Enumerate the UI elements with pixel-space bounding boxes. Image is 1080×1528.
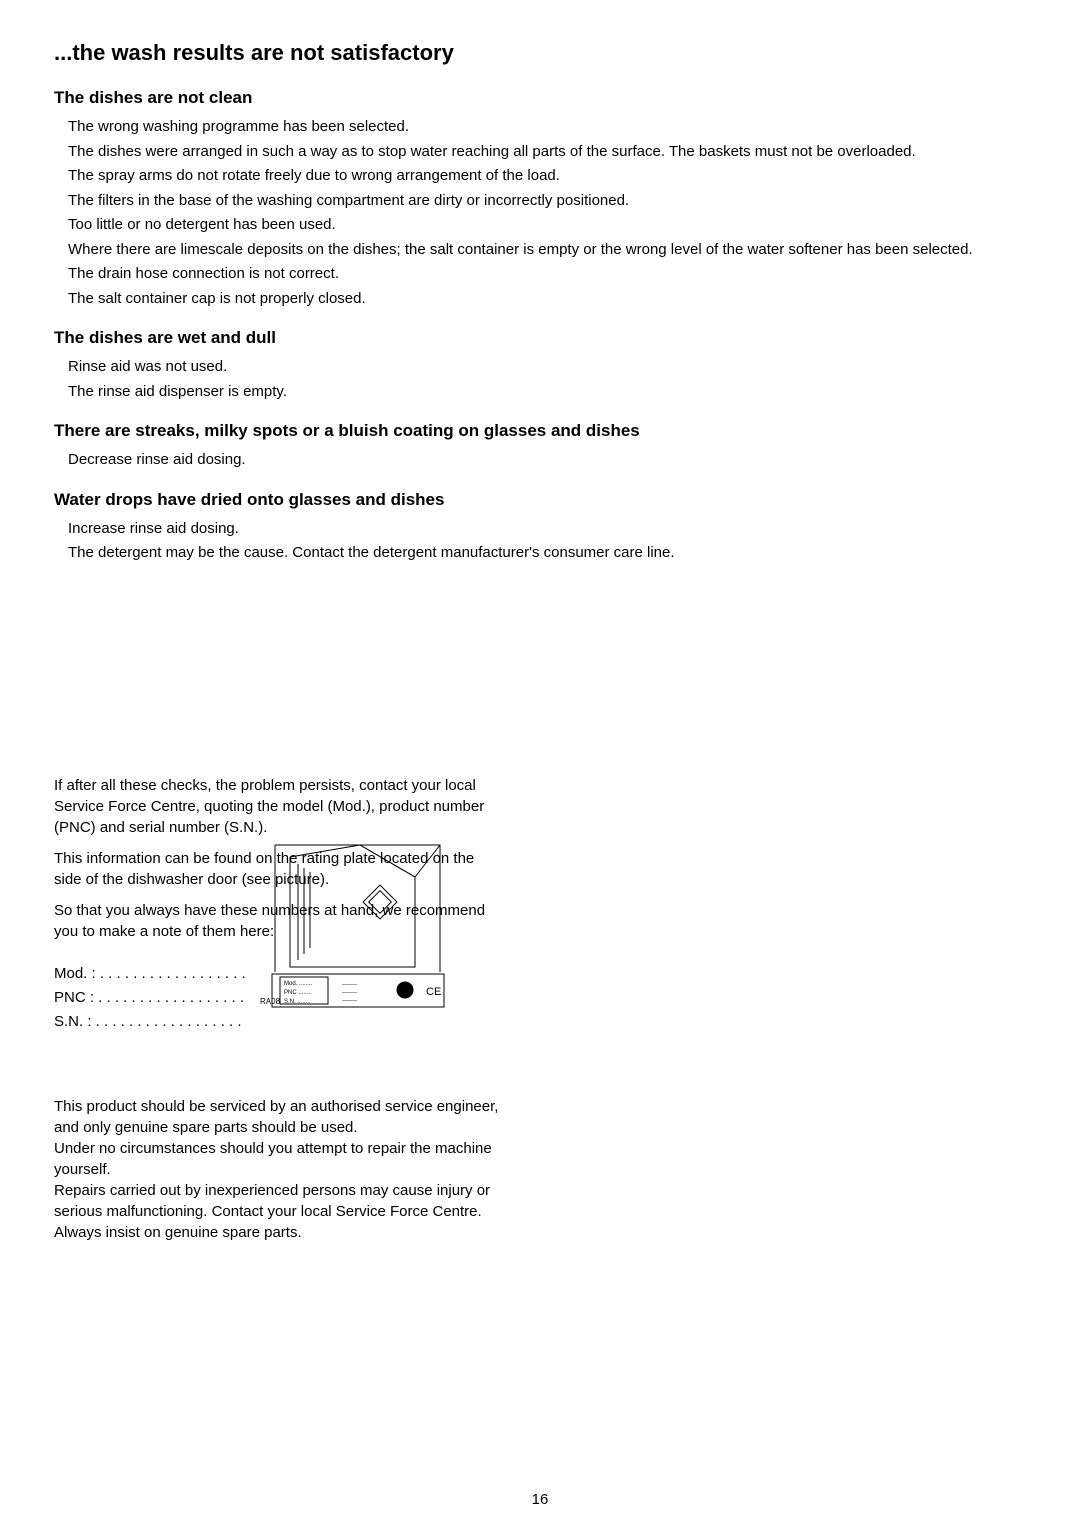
list-item: The dishes were arranged in such a way a… — [68, 141, 1026, 164]
section-heading-streaks: There are streaks, milky spots or a blui… — [54, 421, 1026, 441]
service-text: Repairs carried out by inexperienced per… — [54, 1180, 514, 1222]
service-text: Under no circumstances should you attemp… — [54, 1138, 514, 1180]
section-list-streaks: Decrease rinse aid dosing. — [54, 449, 1026, 472]
list-item: Where there are limescale deposits on th… — [68, 239, 1026, 262]
section-list-drops: Increase rinse aid dosing. The detergent… — [54, 518, 1026, 565]
list-item: The spray arms do not rotate freely due … — [68, 165, 1026, 188]
field-pnc: PNC : . . . . . . . . . . . . . . . . . … — [54, 986, 1026, 1010]
page-title: ...the wash results are not satisfactory — [54, 40, 1026, 66]
ce-mark-icon: CE — [426, 986, 441, 998]
service-text: Always insist on genuine spare parts. — [54, 1222, 514, 1243]
diagram-label-mod: Mod. ........ — [284, 981, 313, 987]
diagram-label-pnc: PNC ........ — [284, 990, 312, 996]
section-heading-drops: Water drops have dried onto glasses and … — [54, 490, 1026, 510]
list-item: The detergent may be the cause. Contact … — [68, 542, 1026, 565]
section-list-not-clean: The wrong washing programme has been sel… — [54, 116, 1026, 310]
diagram-dash: ——— — [342, 982, 357, 988]
field-sn: S.N. : . . . . . . . . . . . . . . . . .… — [54, 1010, 1026, 1034]
diagram-dash: ——— — [342, 990, 357, 996]
list-item: The rinse aid dispenser is empty. — [68, 381, 1026, 404]
section-list-wet-dull: Rinse aid was not used. The rinse aid di… — [54, 356, 1026, 403]
list-item: Rinse aid was not used. — [68, 356, 1026, 379]
contact-text: If after all these checks, the problem p… — [54, 775, 504, 838]
model-fields: Mod. : . . . . . . . . . . . . . . . . .… — [54, 962, 1026, 1034]
diagram-label-ra08: RA08 — [260, 997, 281, 1006]
list-item: Increase rinse aid dosing. — [68, 518, 1026, 541]
list-item: The drain hose connection is not correct… — [68, 263, 1026, 286]
list-item: The wrong washing programme has been sel… — [68, 116, 1026, 139]
rating-plate-diagram: RA08 Mod. ........ PNC ........ S.N. ...… — [260, 842, 450, 1012]
section-heading-wet-dull: The dishes are wet and dull — [54, 328, 1026, 348]
manual-page: ...the wash results are not satisfactory… — [0, 0, 1080, 1528]
field-mod: Mod. : . . . . . . . . . . . . . . . . .… — [54, 962, 1026, 986]
list-item: Decrease rinse aid dosing. — [68, 449, 1026, 472]
page-number: 16 — [0, 1491, 1080, 1508]
diagram-dash: ——— — [342, 998, 357, 1004]
list-item: Too little or no detergent has been used… — [68, 214, 1026, 237]
service-text: This product should be serviced by an au… — [54, 1096, 514, 1138]
list-item: The salt container cap is not properly c… — [68, 288, 1026, 311]
service-block: This product should be serviced by an au… — [54, 1096, 514, 1243]
section-heading-not-clean: The dishes are not clean — [54, 88, 1026, 108]
list-item: The filters in the base of the washing c… — [68, 190, 1026, 213]
diagram-label-sn: S.N. ........ — [284, 999, 311, 1005]
